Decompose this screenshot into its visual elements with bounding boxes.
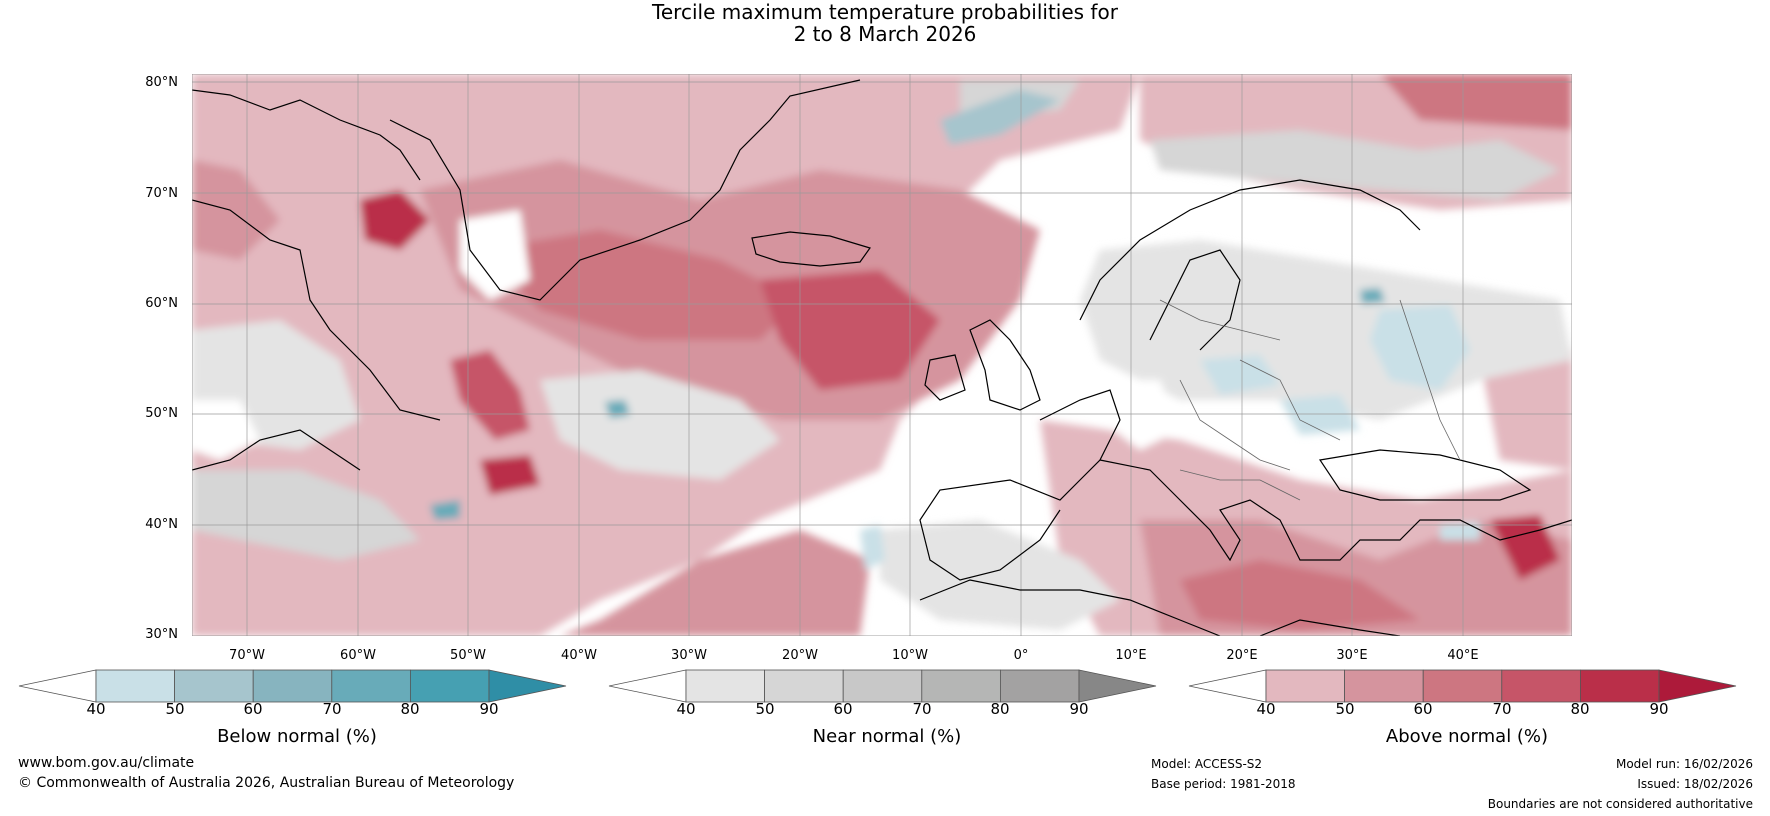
- colorbar-segment: [921, 669, 1001, 703]
- lon-label-30w: 30°W: [671, 648, 707, 663]
- colorbar-segment: [409, 669, 490, 703]
- colorbar-extend-high: [1078, 669, 1157, 703]
- coastlines: [192, 79, 1572, 636]
- lon-label-30e: 30°E: [1336, 648, 1368, 663]
- lon-label-70w: 70°W: [229, 648, 265, 663]
- colorbar-segment: [842, 669, 923, 703]
- colorbar-segment: [1422, 669, 1503, 703]
- colorbar-segment: [1265, 669, 1345, 703]
- colorbar-above-tick: 60: [1413, 700, 1433, 718]
- graticule: [192, 74, 1572, 636]
- colorbar-extend-low: [608, 669, 687, 703]
- base-period: Base period: 1981-2018: [1151, 777, 1296, 791]
- boundaries-disclaimer: Boundaries are not considered authoritat…: [1487, 797, 1753, 811]
- colorbar-extend-high: [488, 669, 567, 703]
- colorbar-segment: [331, 669, 411, 703]
- colorbar-near-tick: 90: [1069, 700, 1089, 718]
- colorbar-below-tick: 40: [86, 700, 106, 718]
- colorbar-below-tick: 70: [322, 700, 342, 718]
- lon-label-60w: 60°W: [340, 648, 376, 663]
- lon-label-20w: 20°W: [782, 648, 818, 663]
- colorbar-below-tick: 50: [165, 700, 185, 718]
- lat-label-50n: 50°N: [145, 406, 178, 421]
- lat-label-40n: 40°N: [145, 517, 178, 532]
- colorbar-below-tick: 90: [479, 700, 499, 718]
- colorbar-extend-low: [18, 669, 97, 703]
- colorbar-below-label: Below normal (%): [217, 726, 377, 747]
- model-name: Model: ACCESS-S2: [1151, 757, 1263, 771]
- colorbar-below-tick: 80: [400, 700, 420, 718]
- colorbar-above-tick: 90: [1649, 700, 1669, 718]
- colorbar-segment: [1344, 669, 1424, 703]
- lat-label-60n: 60°N: [145, 296, 178, 311]
- lon-label-10w: 10°W: [892, 648, 928, 663]
- lon-label-0: 0°: [1013, 648, 1029, 663]
- colorbar-segment: [1501, 669, 1581, 703]
- colorbar-near-normal: [608, 669, 1157, 703]
- country-borders: [1159, 299, 1461, 501]
- colorbar-above-tick: 70: [1492, 700, 1512, 718]
- colorbar-above-tick: 80: [1570, 700, 1590, 718]
- copyright-text: © Commonwealth of Australia 2026, Austra…: [18, 775, 515, 791]
- lon-label-10e: 10°E: [1115, 648, 1147, 663]
- colorbar-above-tick: 40: [1256, 700, 1276, 718]
- colorbar-segment: [95, 669, 175, 703]
- probability-field: [192, 74, 1572, 636]
- colorbar-extend-low: [1188, 669, 1267, 703]
- colorbar-segment: [764, 669, 844, 703]
- colorbar-near-tick: 80: [990, 700, 1010, 718]
- lon-label-40w: 40°W: [561, 648, 597, 663]
- lat-label-30n: 30°N: [145, 627, 178, 642]
- colorbar-above-label: Above normal (%): [1385, 726, 1549, 747]
- colorbar-near-tick: 60: [833, 700, 853, 718]
- colorbar-below-normal: [18, 669, 567, 703]
- colorbar-near-tick: 50: [755, 700, 775, 718]
- colorbar-segment: [252, 669, 333, 703]
- issued-date: Issued: 18/02/2026: [1637, 777, 1753, 791]
- colorbar-extend-high: [1658, 669, 1737, 703]
- colorbar-segment: [685, 669, 765, 703]
- website-link[interactable]: www.bom.gov.au/climate: [18, 755, 195, 771]
- lat-label-70n: 70°N: [145, 186, 178, 201]
- colorbar-above-tick: 50: [1335, 700, 1355, 718]
- model-run-date: Model run: 16/02/2026: [1615, 757, 1753, 771]
- colorbar-near-tick: 40: [676, 700, 696, 718]
- colorbar-segment: [1579, 669, 1660, 703]
- colorbar-near-tick: 70: [912, 700, 932, 718]
- lon-label-40e: 40°E: [1447, 648, 1479, 663]
- colorbar-segment: [999, 669, 1080, 703]
- lon-label-20e: 20°E: [1226, 648, 1258, 663]
- map-title-line1: Tercile maximum temperature probabilitie…: [652, 0, 1118, 24]
- colorbar-below-tick: 60: [243, 700, 263, 718]
- colorbar-above-normal: [1188, 669, 1737, 703]
- colorbar-segment: [174, 669, 254, 703]
- map-panel: [192, 74, 1572, 636]
- lat-label-80n: 80°N: [145, 75, 178, 90]
- map-title-line2: 2 to 8 March 2026: [793, 22, 977, 46]
- colorbar-near-label: Near normal (%): [812, 726, 962, 747]
- lon-label-50w: 50°W: [450, 648, 486, 663]
